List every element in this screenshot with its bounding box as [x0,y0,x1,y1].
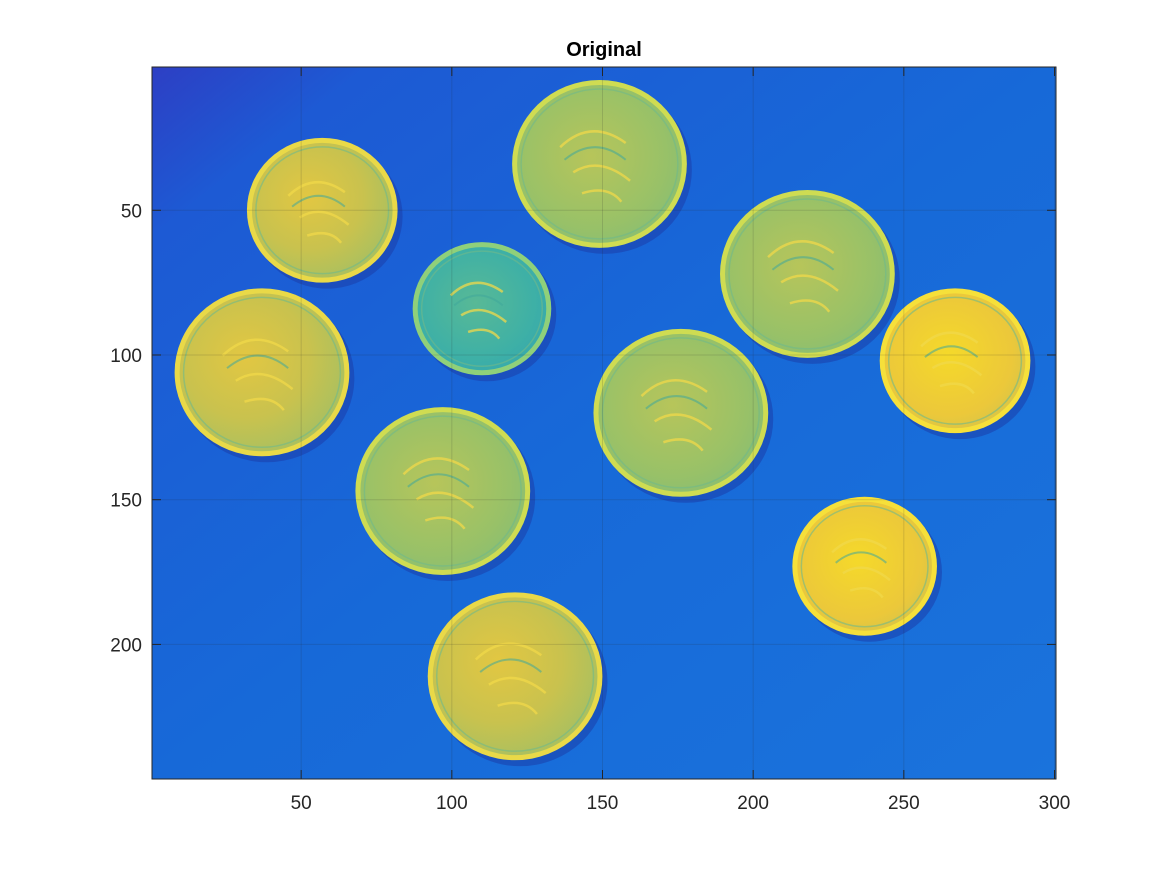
y-tick-label: 150 [110,491,142,512]
coin-face [598,334,763,492]
x-tick-label: 300 [1039,793,1071,814]
y-tick-label: 100 [110,346,142,367]
y-tick-label: 200 [110,635,142,656]
coin-face [517,85,682,243]
y-tick-label: 50 [121,201,142,222]
coin-face [797,502,932,631]
x-tick-label: 100 [436,793,468,814]
y-tick-labels: 50 100 150 200 [110,201,142,656]
coin-face [418,247,547,370]
chart-title: Original [566,39,642,61]
plot-area [152,67,1056,779]
x-tick-label: 250 [888,793,920,814]
coin-face [885,293,1026,428]
coin-face [360,412,525,570]
x-tick-labels: 50 100 150 200 250 300 [291,793,1071,814]
coin-face [725,195,890,353]
coin-face [180,293,345,451]
x-tick-label: 150 [587,793,619,814]
x-tick-label: 50 [291,793,312,814]
coin-face [433,597,598,755]
x-tick-label: 200 [737,793,769,814]
